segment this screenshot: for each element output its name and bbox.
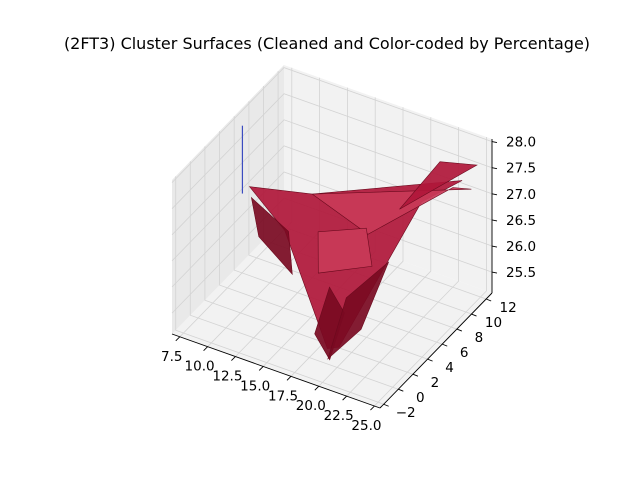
x-tick-label: 25.0 — [351, 418, 381, 434]
x-tick-mark — [175, 336, 181, 342]
y-tick-mark — [427, 358, 433, 362]
y-tick-mark — [485, 298, 492, 302]
x-tick-label: 7.5 — [161, 349, 182, 365]
x-tick-mark — [286, 376, 292, 381]
x-tick-mark — [342, 395, 347, 401]
z-gridline — [171, 171, 493, 288]
surface-patch — [250, 196, 293, 276]
tick-labels: 7.510.012.515.017.520.022.525.0 −20246810… — [161, 135, 536, 434]
y-tick-mark — [412, 373, 419, 377]
x-tick-label: 22.5 — [324, 408, 354, 424]
y-tick-label: 12 — [500, 300, 517, 316]
surface-patch — [327, 261, 389, 360]
x-tick-label: 17.5 — [268, 388, 298, 404]
x-tick-label: 10.0 — [185, 359, 215, 375]
y-tick-mark — [442, 343, 448, 347]
y-gridline — [248, 101, 458, 330]
z-tick-label: 25.5 — [506, 265, 536, 281]
y-tick-label: 10 — [485, 315, 502, 331]
y-tick-mark — [471, 313, 477, 317]
y-tick-label: −2 — [396, 405, 416, 421]
y-gridline — [189, 161, 399, 390]
y-tick-label: 8 — [475, 330, 484, 346]
y-axis-line — [379, 292, 493, 409]
y-tick-label: 6 — [460, 345, 469, 361]
cluster-surface — [241, 125, 478, 361]
z-gridline — [171, 67, 493, 183]
y-tick-label: 2 — [431, 375, 440, 391]
z-gridline — [171, 119, 493, 236]
y-tick-mark — [398, 388, 404, 392]
z-tick-mark — [491, 141, 498, 144]
surface-patch — [317, 227, 373, 274]
side-pane — [172, 65, 284, 334]
x-tick-mark — [370, 405, 375, 411]
y-tick-mark — [456, 328, 463, 332]
x-gridline — [318, 117, 432, 387]
x-gridline — [374, 137, 487, 407]
x-tick-mark — [258, 366, 264, 371]
y-gridline — [175, 176, 384, 405]
x-tick-label: 20.0 — [296, 398, 326, 414]
surface-patch — [399, 161, 478, 210]
z-tick-label: 27.0 — [506, 187, 536, 203]
x-tick-mark — [314, 385, 320, 391]
z-tick-label: 28.0 — [506, 135, 536, 151]
x-tick-label: 15.0 — [240, 378, 270, 394]
y-gridline — [233, 116, 443, 345]
y-tick-label: 0 — [416, 390, 425, 406]
chart-title: (2FT3) Cluster Surfaces (Cleaned and Col… — [64, 34, 590, 53]
z-tick-label: 26.0 — [506, 239, 536, 255]
axis-lines — [171, 139, 493, 409]
z-tick-mark — [491, 245, 498, 248]
z-tick-mark — [491, 193, 498, 196]
z-tick-mark — [491, 271, 498, 274]
y-gridline — [204, 146, 414, 375]
z-tick-label: 27.5 — [506, 161, 536, 177]
x-tick-mark — [231, 356, 236, 361]
y-gridline — [219, 131, 428, 360]
z-tick-mark — [491, 167, 498, 170]
z-tick-mark — [491, 219, 498, 222]
x-tick-mark — [203, 346, 208, 351]
y-tick-label: 4 — [445, 360, 454, 376]
x-axis-line — [171, 333, 381, 409]
z-tick-label: 26.5 — [506, 213, 536, 229]
y-tick-mark — [383, 403, 389, 407]
z-gridline — [171, 93, 493, 209]
x-gridline — [346, 127, 460, 397]
x-tick-label: 12.5 — [212, 369, 242, 385]
